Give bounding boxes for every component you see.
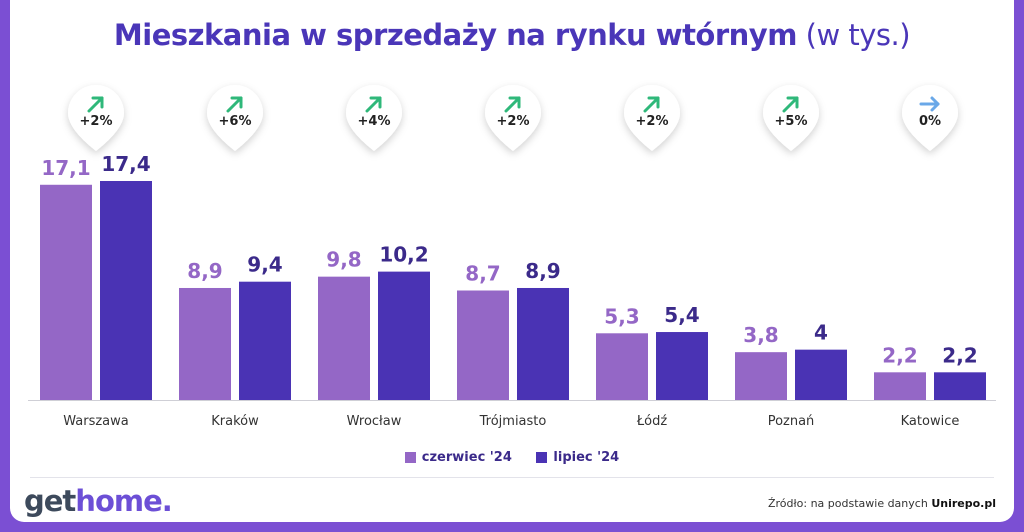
- up-arrow-icon-3: [504, 96, 521, 113]
- data-label-lipiec-1: 9,4: [247, 253, 282, 277]
- change-label-5: +5%: [775, 114, 808, 129]
- change-bubble-6: [902, 85, 958, 151]
- change-label-4: +2%: [636, 114, 669, 129]
- up-arrow-head-icon-4: [647, 96, 660, 109]
- bar-lipiec-2: [378, 271, 430, 400]
- category-label-2: Wrocław: [347, 414, 402, 429]
- category-label-6: Katowice: [901, 414, 960, 429]
- change-label-0: +2%: [80, 114, 113, 129]
- legend-item-czerwiec: czerwiec '24: [404, 450, 512, 465]
- bar-czerwiec-4: [596, 333, 648, 400]
- change-label-2: +4%: [358, 114, 391, 129]
- change-bubble-2: [346, 85, 402, 151]
- category-label-5: Poznań: [768, 414, 815, 429]
- data-label-czerwiec-6: 2,2: [882, 343, 917, 367]
- source-name[interactable]: Unirepo.pl: [931, 497, 996, 510]
- data-label-czerwiec-4: 5,3: [604, 304, 639, 328]
- change-bubble-5: [763, 85, 819, 151]
- bar-czerwiec-3: [457, 290, 509, 400]
- change-label-6: 0%: [919, 114, 941, 129]
- data-label-lipiec-4: 5,4: [664, 303, 699, 327]
- category-label-1: Kraków: [211, 414, 259, 429]
- bar-czerwiec-5: [735, 352, 787, 400]
- bar-lipiec-0: [100, 181, 152, 400]
- data-label-lipiec-6: 2,2: [942, 343, 977, 367]
- change-label-1: +6%: [219, 114, 252, 129]
- data-label-czerwiec-0: 17,1: [41, 156, 90, 180]
- legend-swatch-czerwiec: [404, 452, 416, 463]
- up-arrow-icon-5: [782, 96, 799, 113]
- logo-get: get: [24, 484, 76, 518]
- data-label-czerwiec-1: 8,9: [187, 259, 222, 283]
- up-arrow-head-icon-3: [508, 96, 521, 109]
- legend: czerwiec '24 lipiec '24: [10, 450, 1014, 467]
- gethome-logo[interactable]: gethome.: [24, 484, 173, 518]
- flat-arrow-head-icon-6: [930, 96, 940, 112]
- logo-dot: .: [161, 484, 173, 518]
- up-arrow-head-icon-1: [230, 96, 243, 109]
- change-bubble-4: [624, 85, 680, 151]
- chart-card: Mieszkania w sprzedaży na rynku wtórnym …: [10, 0, 1014, 522]
- bar-lipiec-1: [239, 281, 291, 400]
- data-label-czerwiec-2: 9,8: [326, 248, 361, 272]
- category-label-4: Łódź: [636, 414, 668, 429]
- up-arrow-icon-1: [226, 96, 243, 113]
- legend-label-lipiec: lipiec '24: [553, 450, 620, 465]
- source-prefix: Źródło: na podstawie danych: [767, 497, 928, 510]
- up-arrow-head-icon-5: [786, 96, 799, 109]
- up-arrow-icon-2: [365, 96, 382, 113]
- category-label-0: Warszawa: [63, 414, 129, 429]
- bar-lipiec-6: [934, 372, 986, 400]
- legend-swatch-lipiec: [536, 452, 548, 463]
- source-note: Źródło: na podstawie danych Unirepo.pl: [768, 497, 996, 510]
- title-main: Mieszkania w sprzedaży na rynku wtórnym: [113, 18, 798, 52]
- up-arrow-head-icon-2: [369, 96, 382, 109]
- category-label-3: Trójmiasto: [479, 414, 547, 429]
- legend-label-czerwiec: czerwiec '24: [421, 450, 512, 465]
- up-arrow-icon-0: [87, 96, 104, 113]
- bar-lipiec-4: [656, 332, 708, 400]
- footer-divider: [30, 477, 994, 478]
- data-label-czerwiec-3: 8,7: [465, 262, 500, 286]
- bar-czerwiec-2: [318, 276, 370, 400]
- chart-title: Mieszkania w sprzedaży na rynku wtórnym …: [10, 18, 1014, 52]
- data-label-lipiec-2: 10,2: [379, 243, 428, 267]
- bar-czerwiec-1: [179, 287, 231, 400]
- up-arrow-head-icon-0: [91, 96, 104, 109]
- bar-lipiec-5: [795, 349, 847, 400]
- bar-czerwiec-6: [874, 372, 926, 400]
- change-bubble-0: [68, 85, 124, 151]
- bar-czerwiec-0: [40, 184, 92, 400]
- data-label-czerwiec-5: 3,8: [743, 323, 778, 347]
- legend-item-lipiec: lipiec '24: [536, 450, 619, 465]
- up-arrow-icon-4: [643, 96, 660, 113]
- data-label-lipiec-3: 8,9: [525, 259, 560, 283]
- change-label-3: +2%: [497, 114, 530, 129]
- data-label-lipiec-0: 17,4: [101, 152, 150, 176]
- data-label-lipiec-5: 4: [814, 321, 828, 345]
- bar-chart: 17,1 17,4 Warszawa +2% 8,9 9,4 Kraków +6% 9,8 10,…: [28, 85, 996, 429]
- bar-lipiec-3: [517, 287, 569, 400]
- title-unit: (w tys.): [805, 18, 911, 52]
- logo-home: home: [75, 484, 162, 518]
- change-bubble-3: [485, 85, 541, 151]
- change-bubble-1: [207, 85, 263, 151]
